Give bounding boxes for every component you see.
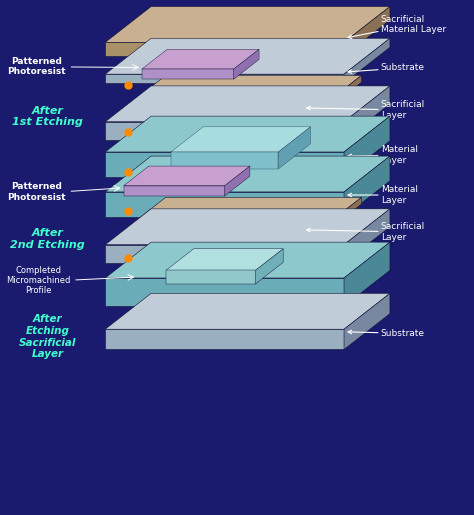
Polygon shape [322,75,362,113]
Polygon shape [127,197,362,228]
Polygon shape [105,122,344,140]
Text: Sacrificial
Layer: Sacrificial Layer [307,222,425,242]
Polygon shape [105,152,344,177]
Text: Completed
Micromachined
Profile: Completed Micromachined Profile [7,266,71,296]
Polygon shape [255,249,283,284]
Polygon shape [105,294,390,329]
Text: Sacrificial
Layer: Sacrificial Layer [307,100,425,119]
Polygon shape [105,38,390,74]
Polygon shape [322,197,362,234]
Text: Sacrificial
Material Layer: Sacrificial Material Layer [348,15,446,39]
Polygon shape [105,86,390,122]
Polygon shape [105,329,344,350]
Polygon shape [105,74,344,83]
Polygon shape [166,249,283,270]
Polygon shape [105,192,344,217]
Polygon shape [344,209,390,263]
Text: After
Etching
Sacrificial
Layer: After Etching Sacrificial Layer [19,315,76,359]
Polygon shape [234,49,259,79]
Polygon shape [344,294,390,350]
Text: Material
Layer: Material Layer [348,145,418,165]
Polygon shape [142,69,234,79]
Polygon shape [105,242,390,278]
Polygon shape [344,86,390,140]
Polygon shape [171,127,310,152]
Polygon shape [344,156,390,217]
Polygon shape [105,278,344,306]
Polygon shape [344,116,390,177]
Polygon shape [344,38,390,83]
Text: After
1st Etching: After 1st Etching [12,106,83,127]
Text: After
2nd Etching: After 2nd Etching [10,228,85,250]
Polygon shape [344,242,390,306]
Polygon shape [105,209,390,245]
Text: Patterned
Photoresist: Patterned Photoresist [7,182,65,202]
Polygon shape [124,166,250,186]
Polygon shape [171,152,278,169]
Polygon shape [105,42,344,56]
Polygon shape [124,186,225,196]
Polygon shape [105,245,344,263]
Polygon shape [278,127,310,169]
Polygon shape [105,7,390,42]
Polygon shape [127,228,322,234]
Polygon shape [225,166,250,196]
Polygon shape [142,49,259,69]
Polygon shape [105,156,390,192]
Text: Material
Layer: Material Layer [348,185,418,204]
Text: Substrate: Substrate [348,63,425,73]
Text: Patterned
Photoresist: Patterned Photoresist [7,57,65,76]
Polygon shape [166,270,255,284]
Text: Substrate: Substrate [348,329,425,338]
Polygon shape [344,7,390,56]
Polygon shape [127,106,322,113]
Polygon shape [105,116,390,152]
Polygon shape [127,75,362,106]
